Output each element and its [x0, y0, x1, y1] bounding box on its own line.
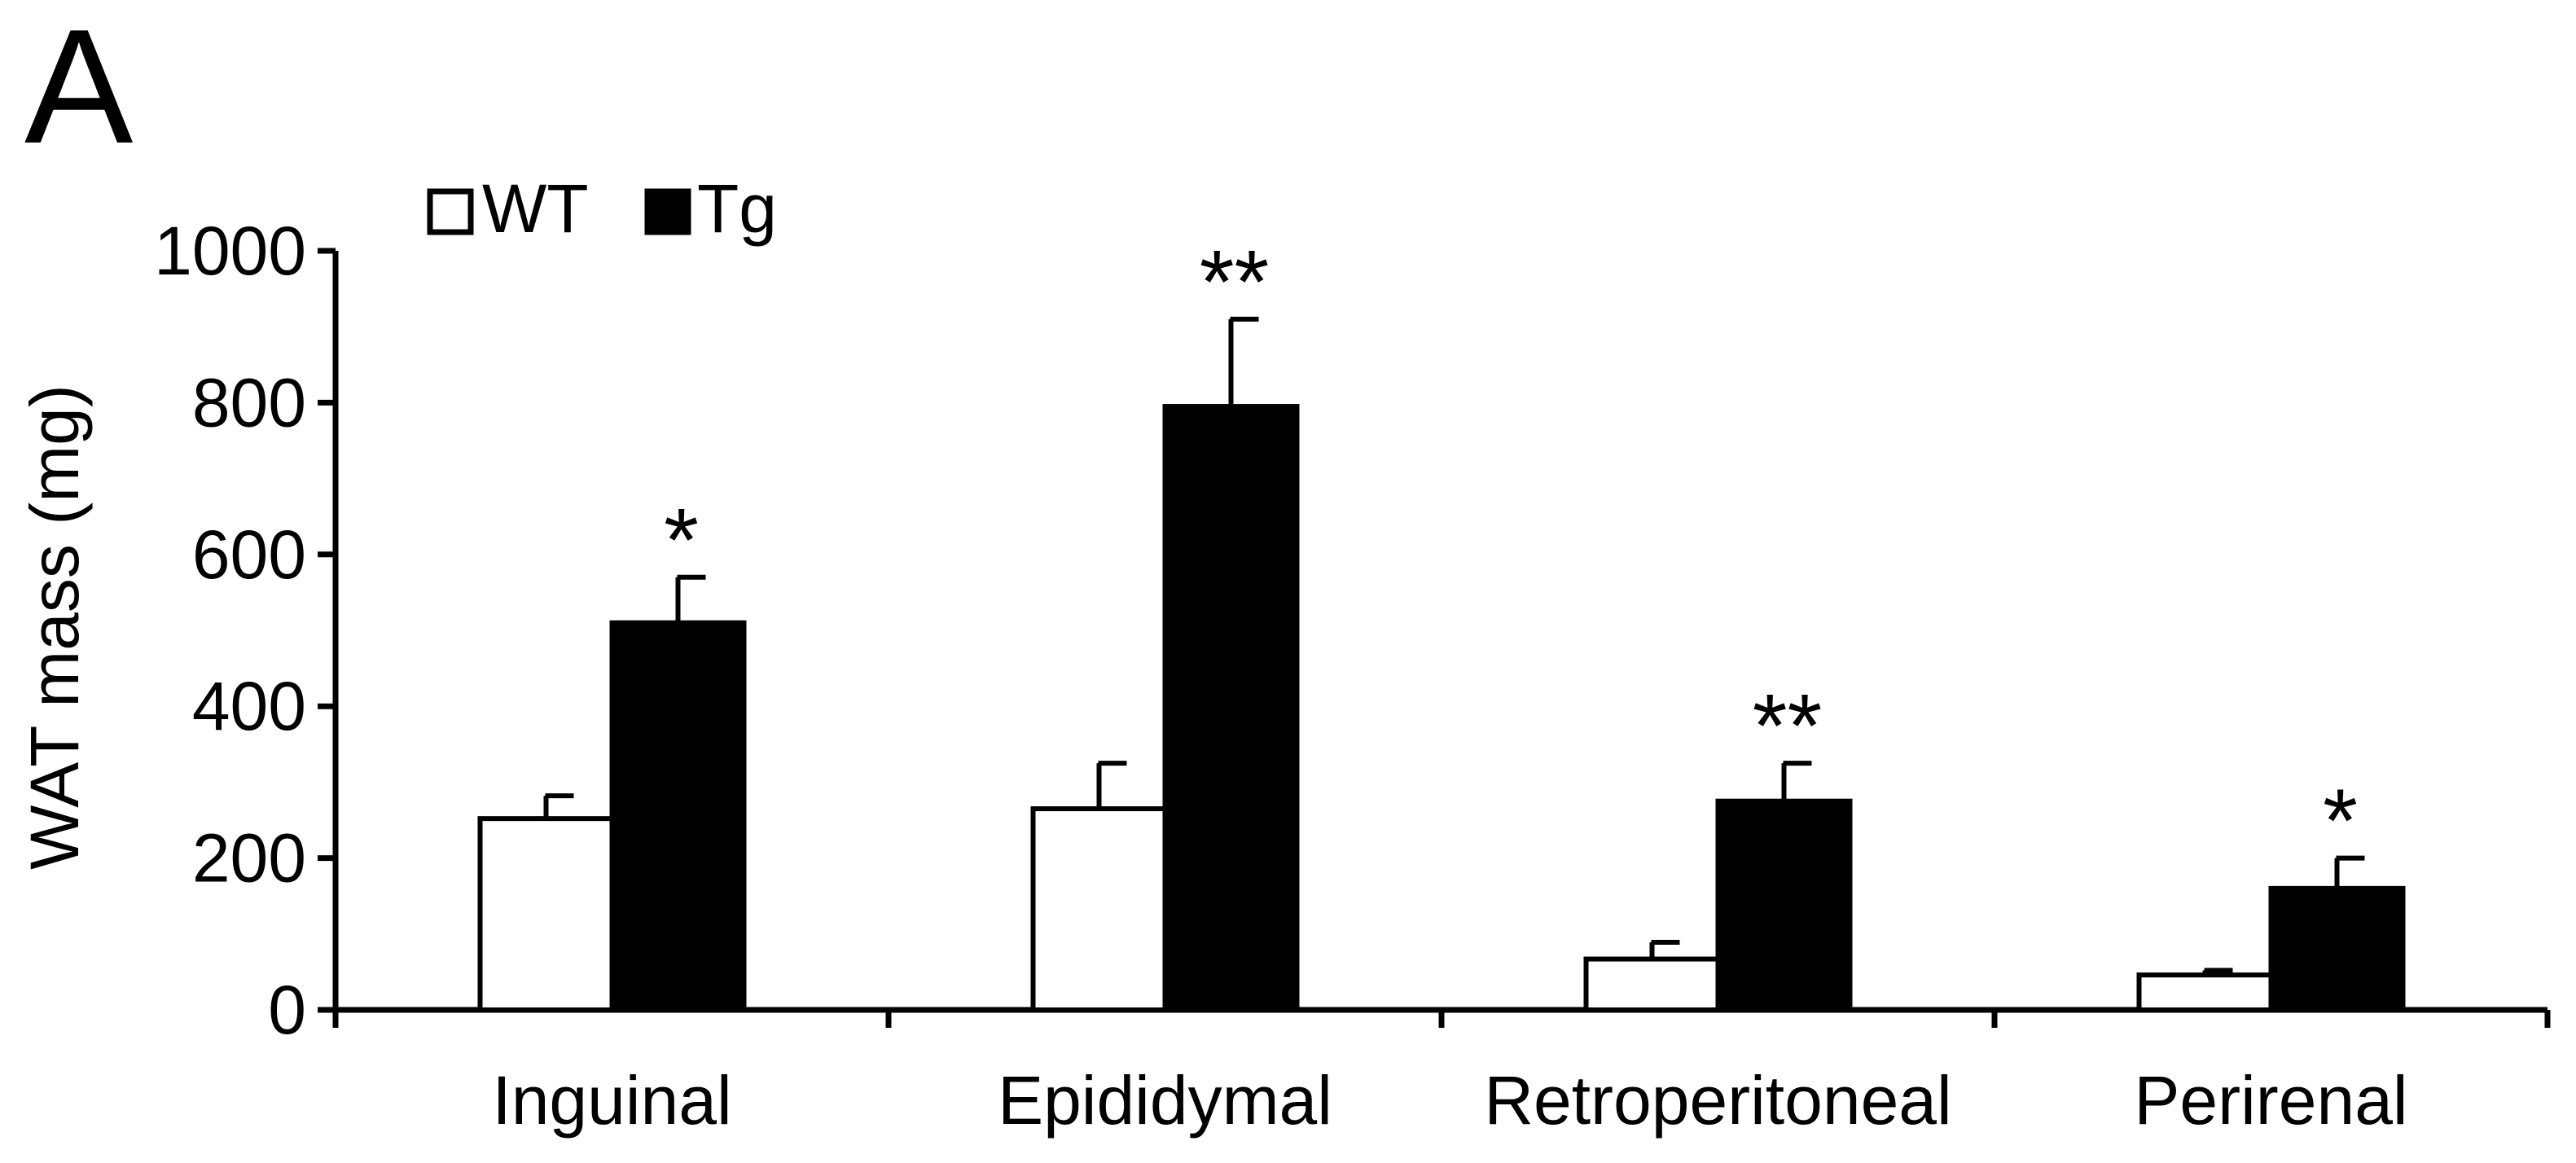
y-axis-label: WAT mass (mg): [16, 384, 93, 870]
legend-swatch-tg: [644, 188, 691, 235]
legend-label-tg: Tg: [697, 170, 777, 247]
bar-tg: [609, 620, 747, 1012]
y-tick-label: 400: [192, 668, 306, 744]
significance-marker: **: [1753, 676, 1823, 776]
y-tick-label: 800: [192, 364, 306, 441]
legend-swatch-wt: [427, 188, 474, 235]
y-tick-label: 200: [192, 820, 306, 897]
y-tick-label: 1000: [154, 213, 306, 289]
plot-area: 0 200 400 600 800 1000 Inguinal Epididymal Retro…: [154, 213, 2551, 1139]
x-tick-label: Retroperitoneal: [1484, 1062, 1951, 1139]
bar-wt: [1030, 806, 1168, 1013]
x-tick-label: Inguinal: [492, 1062, 731, 1139]
significance-marker: *: [2323, 771, 2358, 871]
bar-tg: [2268, 885, 2406, 1012]
y-tick-label: 0: [268, 972, 306, 1048]
legend: WT Tg: [427, 170, 777, 247]
y-tick-label: 600: [192, 516, 306, 593]
x-tick-label: Epididymal: [998, 1062, 1332, 1139]
significance-marker: **: [1200, 232, 1270, 332]
legend-label-wt: WT: [482, 170, 589, 247]
significance-marker: *: [664, 490, 699, 590]
bar-tg: [1715, 798, 1853, 1012]
bar-wt: [2136, 972, 2274, 1013]
x-tick-label: Perirenal: [2134, 1062, 2407, 1139]
panel-label: A: [24, 0, 134, 178]
bar-tg: [1162, 404, 1300, 1012]
bar-wt: [1583, 956, 1721, 1013]
bar-wt: [477, 816, 615, 1012]
